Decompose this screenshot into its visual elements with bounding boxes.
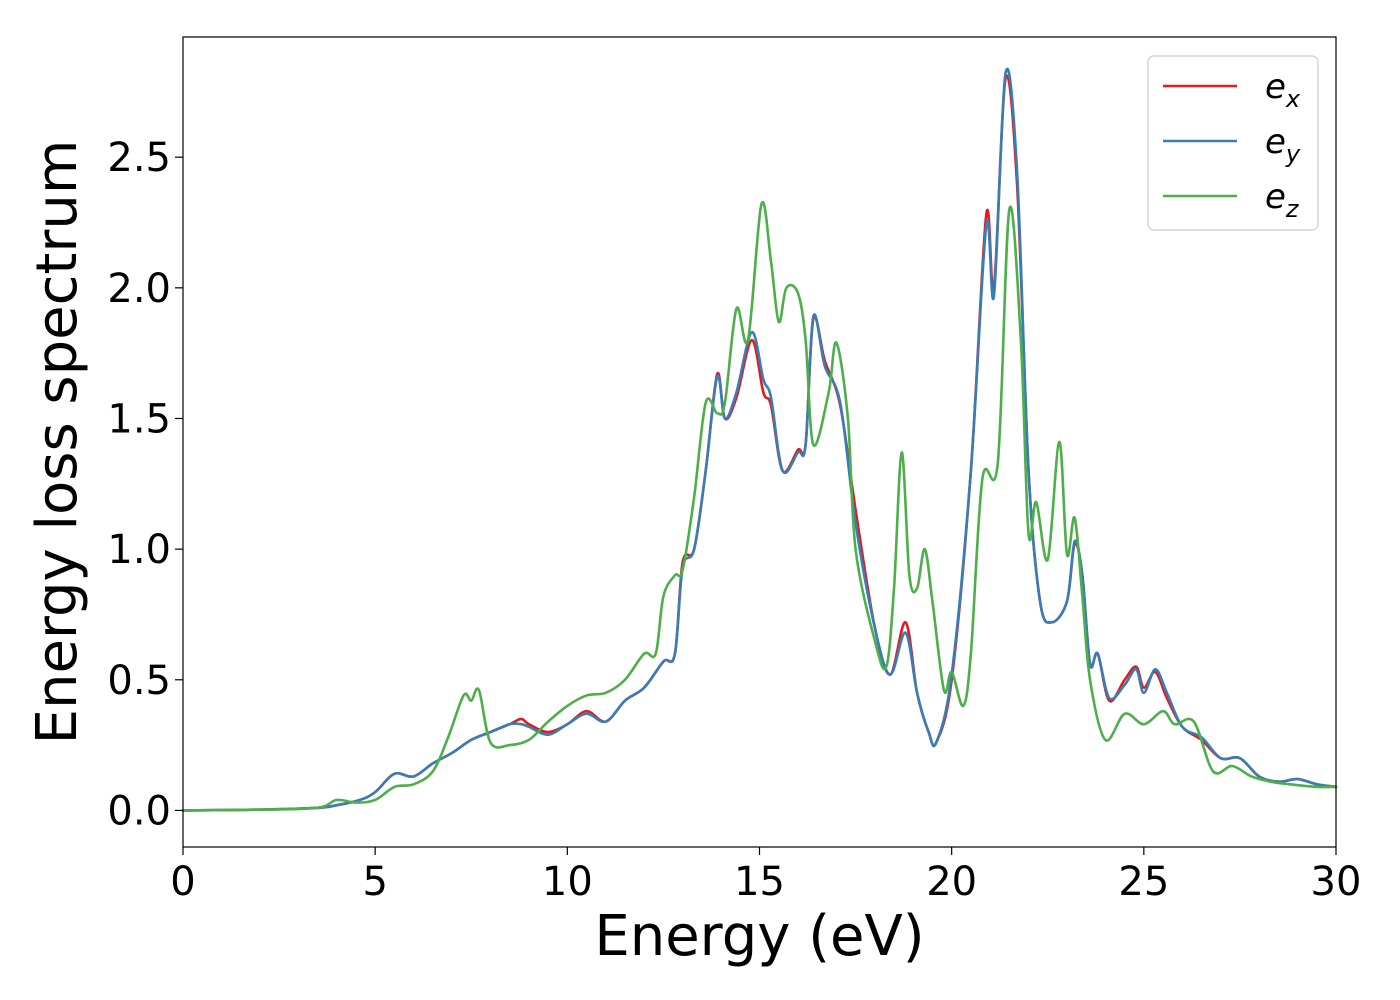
x-axis-title: Energy (eV) [594, 904, 924, 969]
x-tick-label: 10 [542, 859, 593, 905]
y-axis-title: Energy loss spectrum [25, 140, 90, 745]
legend-box [1147, 55, 1319, 231]
y-tick-label: 0.0 [107, 788, 171, 834]
y-tick-label: 1.0 [107, 527, 171, 573]
x-tick-label: 5 [362, 859, 387, 905]
plot-area [183, 37, 1336, 847]
x-tick-label: 25 [1118, 859, 1169, 905]
series-line-x [181, 74, 1338, 812]
legend-subscript: x [1285, 85, 1301, 113]
y-tick-label: 0.5 [107, 658, 171, 704]
y-axis-ticks: 0.0 0.5 1.0 1.5 2.0 2.5 [107, 135, 183, 834]
y-tick-label: 1.5 [107, 396, 171, 442]
series-line-z [181, 200, 1338, 812]
x-tick-label: 30 [1311, 859, 1362, 905]
x-tick-label: 20 [926, 859, 977, 905]
y-tick-label: 2.0 [107, 266, 171, 312]
legend-subscript: y [1285, 140, 1301, 168]
y-tick-label: 2.5 [107, 135, 171, 181]
x-tick-label: 15 [734, 859, 785, 905]
x-axis-ticks: 0 5 10 15 20 25 30 [170, 847, 1361, 905]
x-tick-label: 0 [170, 859, 195, 905]
series-line-y [181, 67, 1338, 812]
series-layer [181, 67, 1338, 812]
legend-subscript: z [1285, 195, 1300, 223]
